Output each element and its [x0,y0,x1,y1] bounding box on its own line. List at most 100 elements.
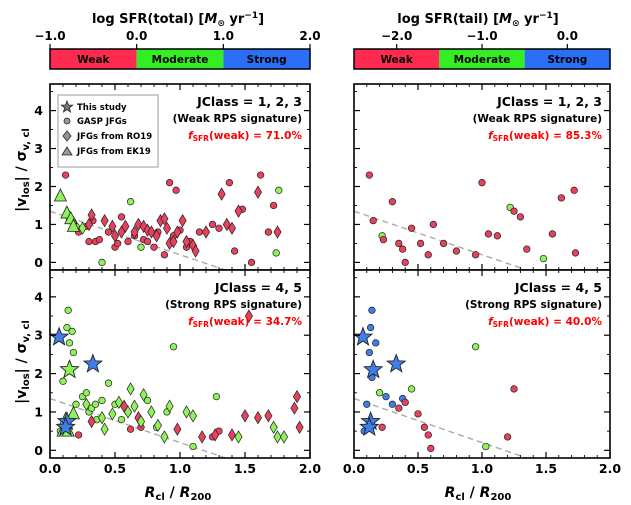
panel-fsfr-label: fSFR(weak) = 71.0% [188,130,302,143]
panel-rps-label: (Weak RPS signature) [173,113,302,125]
data-point-star [55,416,76,437]
data-point-circle [363,400,371,408]
data-point-circle [378,423,386,431]
data-point-circle [98,396,106,405]
data-point-circle [85,237,93,246]
data-point-circle [429,220,438,229]
data-point-diamond [134,217,143,232]
data-point-circle [503,433,512,441]
data-point-circle [65,339,74,347]
data-point-diamond [108,219,117,234]
data-point-triangle [53,188,68,202]
legend-label-gasp: GASP JFGs [77,117,127,127]
y-tick-label: 3 [34,328,43,343]
data-point-diamond [234,430,243,444]
data-point-diamond [78,221,87,235]
data-point-star [82,353,104,373]
data-point-circle [169,343,178,351]
colorbar-segment-label: Strong [247,54,287,66]
data-point-diamond [290,401,299,415]
data-point-circle [59,377,67,385]
y-tick-label: 3 [34,141,43,156]
y-tick-label: 2 [34,366,43,381]
legend-triangle-marker [61,146,73,156]
x-tick-label: 0.5 [407,461,429,476]
data-point-circle [113,239,122,248]
x-tick-label: 1.5 [234,461,256,476]
data-point-diamond [82,397,91,411]
data-point-diamond [100,422,109,436]
y-tick-label: 1 [34,404,43,419]
colorbar-segment-weak [354,49,440,69]
data-point-diamond [211,428,220,442]
data-point-circle [117,213,126,221]
data-point-diamond [139,388,148,402]
data-point-diamond [217,187,226,201]
data-point-circle [212,392,221,401]
data-point-circle [407,224,416,232]
data-point-diamond [240,409,250,423]
data-point-circle [208,220,217,229]
data-point-circle [375,389,384,397]
data-point-diamond [84,217,94,232]
data-point-circle [407,385,416,393]
data-point-star [48,326,70,346]
colorbar-segment-label: Moderate [454,54,511,66]
data-point-diamond [153,418,162,433]
data-point-diamond [269,420,278,434]
x-tick-label: 1.0 [471,461,493,476]
data-point-star [362,359,384,379]
data-point-circle [570,186,578,194]
y-tick-label: 0 [34,255,43,270]
y-axis-label-bottom: |vlos| / σv, cl [14,320,32,404]
legend-label-this-study: This study [77,103,127,113]
data-point-circle [160,251,169,259]
dashed-guide-line [353,397,528,459]
colorbar-tick-label: −1.0 [34,29,65,43]
colorbar-segment-label: Weak [380,54,413,66]
data-point-diamond [295,420,304,434]
y-tick-label: 4 [34,289,43,304]
colorbar-segment-strong [524,49,610,69]
data-point-circle [256,171,265,179]
panel-rps-label: (Weak RPS signature) [473,113,602,125]
data-point-diamond [87,208,96,222]
x-tick-label: 1.5 [535,461,557,476]
data-point-circle [74,431,83,439]
data-point-diamond [227,221,237,235]
x-tick-label: 1.0 [169,461,191,476]
legend: This study GASP JFGs JFGs from RO19 JFGs… [57,94,159,168]
data-point-circle [510,207,518,215]
data-point-circle [68,327,76,336]
data-point-diamond [110,229,120,243]
colorbar-segment-label: Weak [77,54,110,66]
data-point-diamond [173,422,182,436]
data-point-circle [471,343,480,351]
data-point-circle [95,235,104,244]
data-point-diamond [198,430,207,444]
data-point-circle [452,247,461,255]
data-point-circle [439,239,448,248]
data-point-star [59,359,80,379]
data-point-circle [395,239,403,248]
data-point-diamond [100,213,109,228]
data-point-star [352,326,374,346]
data-point-diamond [188,409,198,423]
data-point-circle [484,230,493,238]
data-point-diamond [178,213,187,228]
data-point-diamond [169,234,178,249]
panel-rps-label: (Strong RPS signature) [465,299,602,311]
data-point-circle [516,213,525,221]
data-point-circle [420,423,429,431]
colorbar-title-total: log SFR(total) [M⊙ yr−1] [92,11,264,29]
data-point-circle [215,224,223,232]
panel-bottom-right: 0.0 0.5 1.0 1.5 2.0 JClass = 4, 5 (Strong RPS … [343,269,621,476]
y-tick-label: 2 [34,179,43,194]
panel-top-left: 0 1 2 3 4 JClass = 1, 2, 3 (Weak RPS signature… [34,83,311,271]
colorbar-tick-label: −2.0 [381,29,412,43]
data-point-circle [539,254,548,263]
y-tick-label: 0 [34,443,43,458]
data-point-circle [395,404,403,412]
data-point-circle [264,228,273,236]
